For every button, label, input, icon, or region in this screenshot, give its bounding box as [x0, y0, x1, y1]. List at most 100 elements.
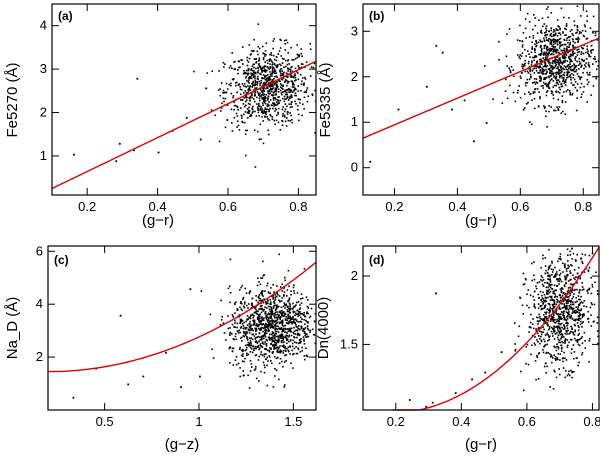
- panel-b-point: [550, 48, 552, 51]
- panel-c-point: [287, 314, 289, 316]
- panel-d-point: [553, 330, 556, 333]
- panel-d-point: [558, 316, 561, 318]
- panel-c-point: [255, 377, 258, 380]
- panel-c-point: [297, 310, 300, 313]
- panel-d-point: [590, 302, 593, 304]
- panel-a-point: [258, 63, 260, 65]
- panel-c-point: [282, 341, 285, 344]
- panel-b-point: [568, 57, 570, 59]
- panel-c-point: [253, 315, 255, 317]
- panel-b-point: [576, 83, 579, 85]
- panel-d-point: [586, 290, 588, 292]
- panel-b-xlabel: (g−r): [465, 212, 497, 229]
- panel-a-point: [294, 100, 296, 103]
- panel-a-point: [274, 123, 276, 126]
- panel-c-point: [288, 302, 291, 304]
- panel-d-point: [538, 297, 540, 299]
- panel-d-point: [561, 340, 563, 343]
- panel-d-point: [555, 349, 558, 352]
- panel-c-point: [240, 336, 243, 339]
- panel-c-point: [223, 332, 226, 334]
- panel-c-point: [242, 353, 244, 355]
- panel-c-point: [284, 313, 286, 315]
- panel-c-point: [279, 300, 281, 303]
- panel-d-point: [587, 270, 590, 273]
- panel-a-point: [284, 81, 286, 83]
- panel-d-point: [514, 343, 516, 345]
- panel-d-point: [544, 316, 546, 318]
- panel-c-point: [294, 322, 296, 325]
- panel-c-point: [231, 347, 234, 350]
- panel-b-point: [542, 81, 545, 84]
- panel-b-point: [546, 8, 548, 10]
- panel-d-point: [566, 327, 569, 329]
- panel-c-point: [274, 333, 276, 335]
- panel-b-point: [562, 57, 564, 60]
- panel-d-point: [552, 304, 554, 306]
- panel-a-point: [224, 126, 227, 129]
- panel-b-point: [551, 78, 553, 80]
- panel-b-point: [546, 90, 549, 92]
- panel-b-point: [590, 49, 593, 51]
- panel-c-point: [285, 321, 288, 324]
- panel-c-point: [290, 331, 293, 333]
- panel-c-point: [285, 350, 287, 352]
- panel-a-point: [262, 66, 264, 69]
- panel-b-point: [519, 40, 521, 42]
- panel-c-point: [265, 345, 268, 347]
- panel-b-point: [558, 81, 561, 83]
- panel-b-point: [564, 80, 566, 83]
- panel-d-point: [558, 306, 561, 308]
- panel-b-point: [535, 45, 537, 48]
- panel-d-point: [563, 325, 565, 327]
- panel-d-point: [471, 378, 473, 381]
- panel-a-point: [245, 154, 247, 157]
- panel-c-point: [292, 367, 294, 369]
- panel-b-point: [572, 50, 574, 52]
- panel-a-point: [280, 55, 283, 57]
- panel-c-point: [236, 330, 239, 332]
- panel-d-point: [540, 279, 542, 281]
- panel-b-point: [516, 92, 519, 94]
- panel-a-point: [232, 96, 234, 99]
- panel-d-point: [548, 327, 551, 330]
- panel-d-point: [546, 365, 548, 368]
- panel-d-point: [568, 305, 571, 307]
- panel-a-point: [275, 89, 278, 91]
- panel-a-point: [251, 94, 253, 97]
- panel-d-point: [541, 297, 544, 299]
- panel-d-point: [548, 292, 550, 294]
- panel-c-point: [250, 344, 253, 347]
- panel-c-point: [284, 337, 287, 339]
- panel-b-point: [570, 59, 572, 62]
- panel-b-point: [581, 93, 583, 96]
- panel-d-point: [545, 300, 548, 303]
- panel-c-point: [263, 353, 266, 355]
- panel-d-point: [577, 318, 580, 320]
- panel-a-point: [241, 59, 243, 61]
- panel-c-point: [269, 317, 272, 319]
- panel-d-point: [548, 315, 550, 317]
- panel-b-xtick-label: 0.2: [385, 199, 403, 214]
- panel-a-point: [290, 89, 293, 92]
- panel-d-point: [561, 317, 563, 320]
- panel-a-point: [258, 65, 261, 67]
- panel-c-point: [232, 316, 235, 318]
- panel-a-point: [282, 84, 284, 87]
- panel-a-point: [240, 88, 243, 91]
- panel-d-point: [574, 288, 576, 291]
- panel-b-point: [572, 38, 574, 41]
- panel-a-point: [273, 67, 275, 69]
- panel-c-point: [283, 384, 286, 386]
- panel-c-point: [250, 314, 252, 316]
- panel-b-point: [548, 110, 550, 113]
- panel-a-point: [246, 56, 249, 59]
- panel-d-point: [570, 315, 572, 318]
- panel-a-point: [311, 93, 314, 95]
- panel-b-point: [554, 30, 556, 32]
- panel-c-point: [289, 303, 291, 306]
- panel-a-point: [238, 66, 240, 69]
- panel-d-point: [544, 257, 547, 259]
- panel-b-point: [560, 67, 562, 69]
- panel-b-point: [550, 90, 553, 92]
